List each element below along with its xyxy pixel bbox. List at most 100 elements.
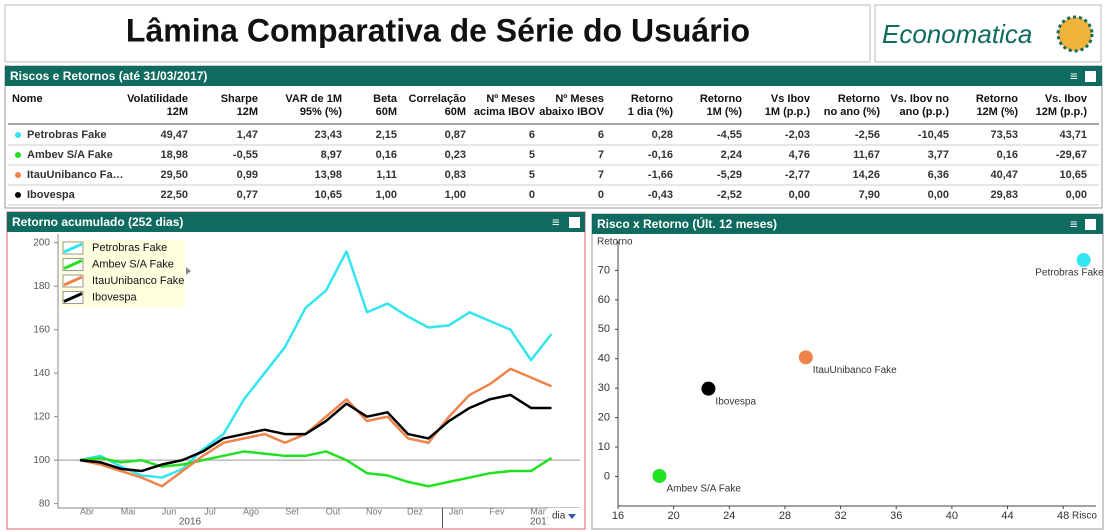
- column-header: Nº Meses: [486, 93, 535, 105]
- column-header: 12M: [167, 106, 188, 118]
- x-tick-label: Jan: [449, 506, 464, 516]
- y-axis-label: Retorno: [597, 237, 633, 248]
- y-tick-label: 100: [33, 455, 50, 466]
- page-title: Lâmina Comparativa de Série do Usuário: [126, 12, 750, 48]
- year-label: 2017: [530, 517, 553, 528]
- series-line: [79, 393, 552, 473]
- column-header: 60M: [445, 106, 466, 118]
- cell: Ambev S/A Fake: [27, 149, 113, 161]
- close-icon[interactable]: [1085, 219, 1096, 230]
- legend-label: Petrobras Fake: [92, 242, 167, 254]
- cell: 14,26: [852, 169, 880, 181]
- logo: Economatica: [882, 19, 1032, 49]
- column-header: 95% (%): [300, 106, 343, 118]
- x-tick-label: 16: [612, 510, 624, 522]
- plot: [79, 250, 553, 488]
- y-tick-label: 120: [33, 411, 50, 422]
- x-tick-label: Jun: [162, 506, 177, 516]
- menu-icon[interactable]: ≡: [1070, 68, 1078, 83]
- close-icon[interactable]: [569, 217, 580, 228]
- cell: 40,47: [990, 169, 1018, 181]
- x-tick-label: 28: [779, 510, 791, 522]
- cell: -10,45: [918, 129, 949, 141]
- column-header: Retorno: [700, 93, 742, 105]
- cell: 0,16: [997, 149, 1018, 161]
- cell: 2,15: [376, 129, 397, 141]
- panel-header: [5, 66, 1102, 86]
- column-header: Vs. Ibov no: [890, 93, 949, 105]
- column-header: Retorno: [631, 93, 673, 105]
- menu-icon[interactable]: ≡: [1070, 216, 1078, 231]
- unit-selector-label[interactable]: dia: [552, 511, 566, 522]
- cell: 13,98: [314, 169, 342, 181]
- x-tick-label: Mai: [121, 506, 136, 516]
- column-header: Sharpe: [221, 93, 258, 105]
- panel-header: [592, 214, 1103, 234]
- x-tick-label: Abr: [80, 506, 94, 516]
- cell: 5: [529, 149, 535, 161]
- legend-swatch: [63, 275, 83, 287]
- x-tick-label: Mar: [530, 506, 546, 516]
- legend-swatch: [63, 292, 83, 303]
- cell: 1,47: [237, 129, 258, 141]
- x-tick-label: 40: [946, 510, 958, 522]
- cell: -5,29: [717, 169, 742, 181]
- x-tick-label: Fev: [489, 506, 505, 516]
- column-header: Nome: [12, 93, 43, 105]
- x-tick-label: 24: [723, 510, 735, 522]
- cell: 6: [598, 129, 604, 141]
- cell: 18,98: [160, 149, 188, 161]
- legend-label: ItauUnibanco Fake: [92, 275, 184, 287]
- cell: 1,11: [376, 169, 397, 181]
- cell: 0,87: [445, 129, 466, 141]
- point: [701, 381, 716, 396]
- y-tick-label: 80: [39, 498, 51, 509]
- x-tick-label: 48: [1057, 510, 1069, 522]
- cell: 8,97: [321, 149, 342, 161]
- legend-label: Ibovespa: [92, 291, 138, 303]
- legend-swatch: [63, 242, 83, 254]
- y-tick-label: 180: [33, 281, 50, 292]
- column-header: Correlação: [409, 93, 467, 105]
- unit-selector[interactable]: [548, 508, 580, 524]
- close-icon[interactable]: [1085, 71, 1096, 82]
- cell: 23,43: [314, 129, 342, 141]
- cell: 6: [529, 129, 535, 141]
- cell: 43,71: [1059, 129, 1087, 141]
- x-tick-label: 36: [890, 510, 902, 522]
- cell: 5: [529, 169, 535, 181]
- x-tick-label: Set: [285, 506, 299, 516]
- panel-title: Retorno acumulado (252 dias): [12, 215, 183, 229]
- cell: -0,55: [233, 149, 258, 161]
- column-header: 12M (%): [976, 106, 1018, 118]
- point-label: Ibovespa: [715, 396, 756, 407]
- scatter-panel: [591, 213, 1104, 530]
- cell: 22,50: [160, 189, 188, 201]
- cell: -2,77: [785, 169, 810, 181]
- menu-icon[interactable]: ≡: [552, 214, 560, 229]
- cell: 1,00: [445, 189, 466, 201]
- y-tick-label: 160: [33, 324, 50, 335]
- column-header: 1M (p.p.): [765, 106, 811, 118]
- cell: -2,03: [785, 129, 810, 141]
- title-box: [4, 4, 871, 63]
- cell: 7,90: [859, 189, 880, 201]
- y-tick-label: 10: [598, 441, 610, 453]
- row-marker: [15, 172, 21, 178]
- cell: 10,65: [1059, 169, 1087, 181]
- logo-icon: [1056, 15, 1094, 53]
- cell: 0,77: [237, 189, 258, 201]
- point: [1076, 253, 1091, 268]
- column-header: acima IBOV: [474, 106, 536, 118]
- column-header: no ano (%): [824, 106, 881, 118]
- panel-title: Riscos e Retornos (até 31/03/2017): [10, 69, 207, 83]
- cell: -2,56: [855, 129, 880, 141]
- column-header: Nº Meses: [555, 93, 604, 105]
- column-header: 1M (%): [707, 106, 743, 118]
- cell: 3,77: [928, 149, 949, 161]
- x-tick-label: 32: [834, 510, 846, 522]
- x-axis-label: Risco: [1072, 511, 1097, 522]
- x-tick-label: Nov: [366, 506, 383, 516]
- y-tick-label: 70: [598, 264, 610, 276]
- column-header: Retorno: [976, 93, 1018, 105]
